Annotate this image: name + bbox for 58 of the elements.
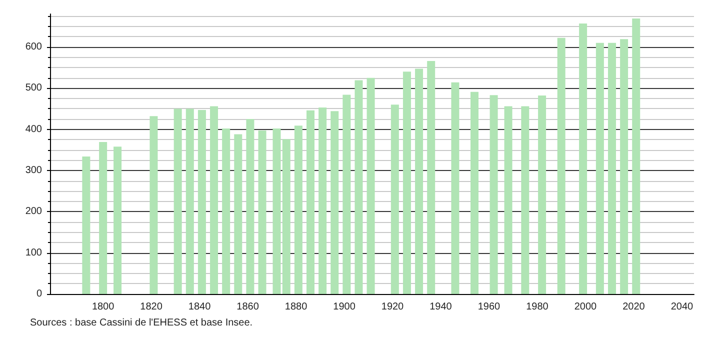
x-tick-label: 2000 xyxy=(574,302,598,312)
bar xyxy=(538,96,546,294)
bar xyxy=(150,116,158,294)
x-tick-label: 1820 xyxy=(140,302,163,312)
y-tick-label: 300 xyxy=(25,164,42,176)
x-tick-label: 1940 xyxy=(430,302,452,312)
bar xyxy=(504,106,512,294)
bar xyxy=(402,72,411,294)
bar xyxy=(632,18,640,294)
y-tick-label: 500 xyxy=(25,82,42,94)
bar xyxy=(222,128,230,294)
source-note: Sources : base Cassini de l'EHESS et base Insee. xyxy=(30,318,253,328)
bar xyxy=(306,110,314,294)
bar xyxy=(318,107,327,294)
bar xyxy=(354,80,363,294)
bar xyxy=(390,104,399,294)
bar xyxy=(521,106,530,294)
bar xyxy=(186,108,194,294)
bar xyxy=(342,94,351,294)
bar xyxy=(557,38,566,294)
y-tick-label: 400 xyxy=(25,124,42,135)
bar xyxy=(198,110,206,294)
bar xyxy=(258,130,266,294)
bar xyxy=(210,106,218,294)
bar xyxy=(427,60,436,294)
y-tick-label: 200 xyxy=(25,206,42,218)
bar xyxy=(596,42,604,294)
bar xyxy=(415,68,424,294)
bar xyxy=(114,146,122,294)
bar xyxy=(99,142,108,294)
bar xyxy=(490,95,498,294)
bar xyxy=(451,82,460,294)
x-tick-label: 1980 xyxy=(526,302,549,312)
bar xyxy=(620,39,628,294)
bar xyxy=(608,42,616,294)
y-tick-label: 600 xyxy=(25,41,42,52)
y-tick-label: 100 xyxy=(25,247,42,258)
x-tick-label: 1960 xyxy=(478,302,501,312)
bar xyxy=(330,111,339,294)
x-tick-label: 1900 xyxy=(333,302,356,312)
x-tick-label: 1920 xyxy=(381,302,404,312)
bar xyxy=(246,119,254,294)
bar xyxy=(234,134,242,294)
bar xyxy=(470,92,479,294)
x-tick-label: 1800 xyxy=(92,302,115,312)
x-tick-label: 1840 xyxy=(188,302,212,312)
bar xyxy=(366,78,375,294)
bar xyxy=(272,128,281,294)
bar xyxy=(174,108,182,294)
y-tick-label: 0 xyxy=(36,288,42,300)
x-tick-label: 2020 xyxy=(622,302,646,312)
bar xyxy=(82,156,90,294)
bar xyxy=(294,126,302,294)
x-tick-label: 1880 xyxy=(284,302,308,312)
x-tick-label: 1860 xyxy=(236,302,260,312)
x-tick-label: 2040 xyxy=(670,302,694,312)
bar xyxy=(579,23,588,294)
bar xyxy=(282,139,290,294)
